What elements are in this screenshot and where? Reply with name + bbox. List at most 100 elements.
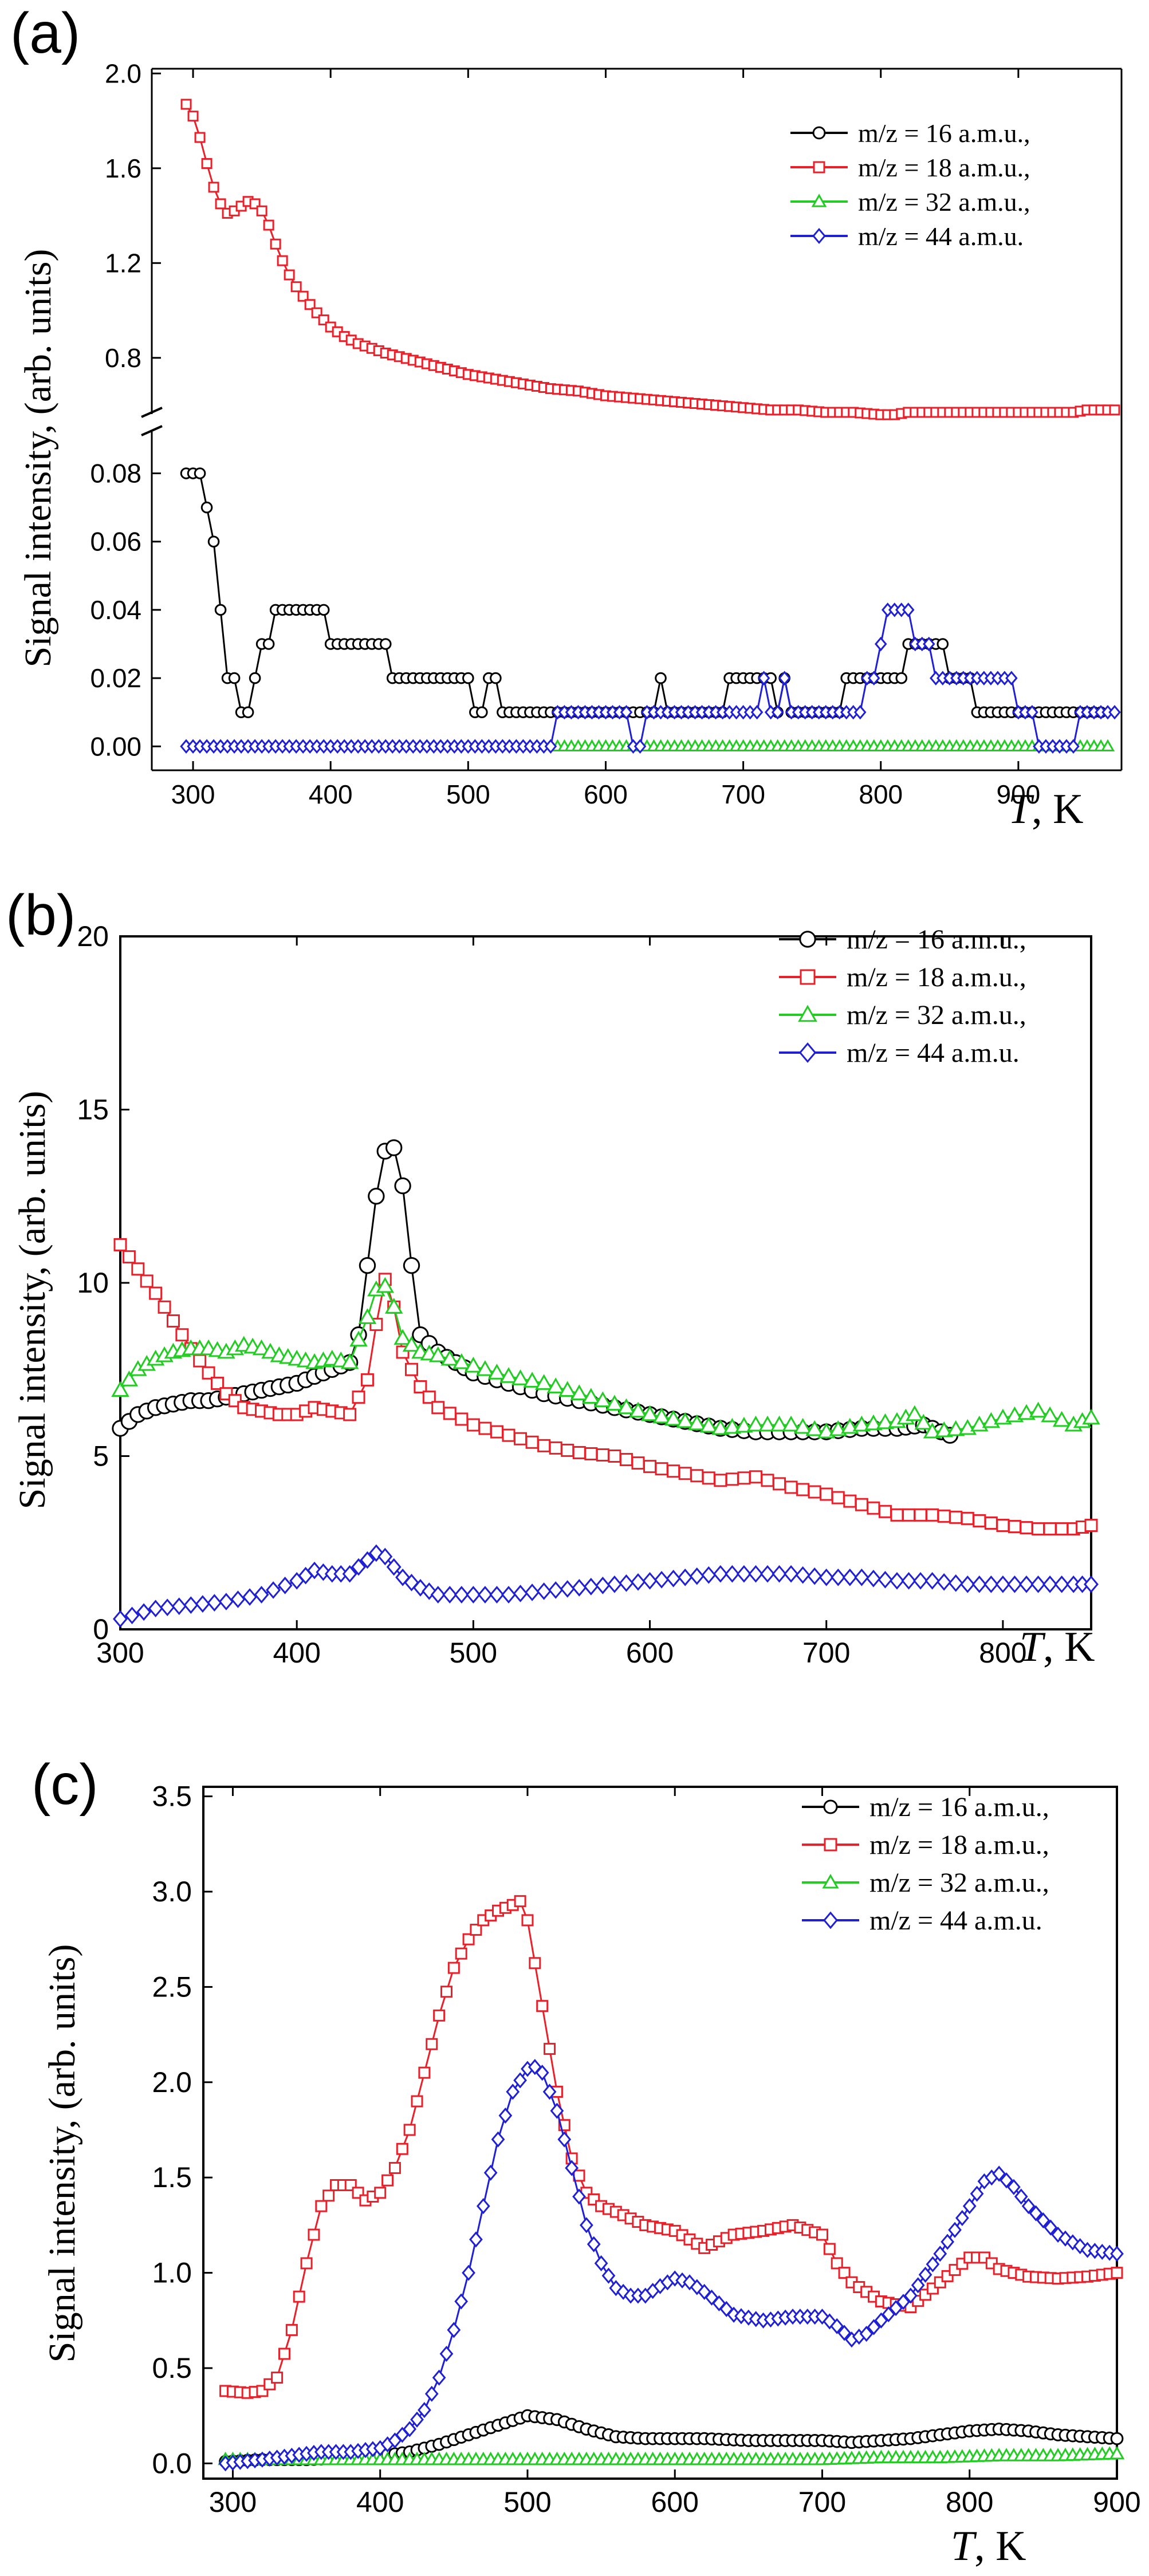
x-tick-label-b: 600 bbox=[626, 1637, 674, 1669]
data-point-b-0 bbox=[403, 1257, 420, 1274]
legend-label-c: m/z = 16 a.m.u., bbox=[869, 1792, 1049, 1822]
panel-label-c: (c) bbox=[32, 1752, 99, 1817]
data-point-b-1 bbox=[202, 1366, 215, 1380]
data-point-a-3 bbox=[1067, 739, 1080, 754]
data-point-b-1 bbox=[820, 1487, 833, 1501]
x-tick-label-a: 500 bbox=[446, 779, 490, 809]
x-tick-label-a: 800 bbox=[859, 779, 903, 809]
data-point-c-1 bbox=[426, 2038, 438, 2050]
data-point-c-3 bbox=[1014, 2188, 1028, 2205]
legend-marker-a bbox=[811, 194, 827, 207]
data-point-b-1 bbox=[490, 1425, 503, 1439]
data-point-b-2 bbox=[687, 1414, 706, 1431]
y-tick-label-c: 2.5 bbox=[152, 1971, 192, 2003]
data-point-a-0 bbox=[379, 638, 392, 650]
data-point-b-3 bbox=[890, 1571, 904, 1590]
data-point-c-3 bbox=[418, 2402, 431, 2419]
data-point-b-3 bbox=[713, 1565, 728, 1583]
data-point-b-3 bbox=[160, 1598, 175, 1617]
data-point-b-2 bbox=[340, 1353, 359, 1369]
data-point-b-1 bbox=[855, 1498, 868, 1511]
data-point-b-1 bbox=[525, 1435, 539, 1449]
data-point-a-0 bbox=[462, 672, 474, 684]
data-point-a-0 bbox=[249, 672, 261, 684]
data-point-b-2 bbox=[111, 1381, 129, 1397]
data-point-b-3 bbox=[1084, 1575, 1099, 1593]
x-tick-label-b: 500 bbox=[450, 1637, 497, 1669]
x-axis-label-a: T, K bbox=[1008, 786, 1084, 833]
data-point-c-3 bbox=[498, 2108, 513, 2124]
y-tick-label-a: 0.02 bbox=[90, 663, 141, 693]
data-point-c-3 bbox=[948, 2221, 962, 2238]
series-line-a-1 bbox=[185, 104, 1115, 416]
data-point-b-2 bbox=[664, 1409, 683, 1426]
data-point-a-0 bbox=[490, 672, 502, 684]
data-point-b-3 bbox=[195, 1595, 210, 1613]
data-point-b-2 bbox=[629, 1401, 647, 1418]
data-point-b-2 bbox=[735, 1416, 753, 1433]
data-point-b-3 bbox=[254, 1586, 269, 1604]
data-point-b-1 bbox=[631, 1456, 645, 1470]
data-point-c-3 bbox=[403, 2421, 417, 2437]
data-point-b-2 bbox=[617, 1398, 636, 1415]
data-point-b-2 bbox=[384, 1298, 403, 1314]
data-point-a-1 bbox=[201, 158, 213, 170]
y-axis-label-c: Signal intensity, (arb. units) bbox=[41, 1944, 83, 2363]
data-point-b-3 bbox=[342, 1565, 357, 1583]
data-point-b-2 bbox=[1017, 1404, 1036, 1420]
data-point-b-3 bbox=[784, 1565, 799, 1583]
data-point-b-3 bbox=[819, 1568, 834, 1586]
data-point-b-3 bbox=[760, 1565, 775, 1583]
y-tick-label-b: 5 bbox=[93, 1440, 109, 1472]
data-point-b-3 bbox=[595, 1577, 611, 1594]
data-point-a-1 bbox=[290, 281, 302, 293]
data-point-c-1 bbox=[411, 2095, 423, 2108]
data-point-b-3 bbox=[442, 1586, 458, 1604]
data-point-b-2 bbox=[570, 1384, 589, 1400]
data-point-b-3 bbox=[842, 1568, 857, 1586]
legend-marker-a bbox=[812, 227, 826, 245]
data-point-b-3 bbox=[654, 1570, 670, 1589]
x-axis-label-b: T, K bbox=[1020, 1624, 1095, 1671]
data-point-c-1 bbox=[418, 2066, 431, 2079]
data-point-b-2 bbox=[864, 1414, 883, 1431]
data-point-b-1 bbox=[502, 1428, 516, 1442]
data-point-b-1 bbox=[211, 1376, 224, 1390]
legend-marker-b bbox=[800, 969, 816, 985]
data-point-b-2 bbox=[817, 1422, 836, 1439]
data-point-c-3 bbox=[447, 2322, 461, 2338]
data-point-c-1 bbox=[381, 2174, 394, 2187]
data-point-b-3 bbox=[948, 1574, 963, 1592]
data-point-a-3 bbox=[757, 671, 770, 686]
data-point-a-1 bbox=[304, 299, 316, 310]
data-point-b-3 bbox=[377, 1547, 393, 1566]
data-point-b-1 bbox=[937, 1509, 951, 1523]
data-point-a-1 bbox=[208, 182, 219, 193]
data-point-c-3 bbox=[690, 2279, 704, 2295]
data-point-a-3 bbox=[1026, 704, 1038, 720]
legend-marker-c bbox=[823, 1911, 838, 1929]
data-point-c-3 bbox=[933, 2246, 947, 2262]
data-point-b-1 bbox=[414, 1380, 427, 1393]
data-point-b-1 bbox=[831, 1491, 845, 1504]
data-point-b-3 bbox=[901, 1571, 916, 1590]
data-point-b-1 bbox=[702, 1471, 715, 1485]
data-point-b-1 bbox=[343, 1408, 357, 1421]
data-point-c-3 bbox=[896, 2294, 910, 2310]
data-point-b-1 bbox=[572, 1445, 586, 1459]
x-tick-label-b: 400 bbox=[273, 1637, 320, 1669]
y-tick-label-c: 0.5 bbox=[152, 2352, 192, 2384]
data-point-c-1 bbox=[514, 1895, 526, 1908]
data-point-b-2 bbox=[593, 1391, 612, 1408]
data-point-c-1 bbox=[529, 1957, 541, 1970]
data-point-b-3 bbox=[865, 1569, 881, 1588]
data-point-a-2 bbox=[1100, 739, 1115, 751]
data-point-b-3 bbox=[360, 1551, 375, 1569]
data-point-b-2 bbox=[1052, 1411, 1071, 1427]
data-point-a-3 bbox=[778, 671, 791, 686]
data-point-b-2 bbox=[652, 1407, 671, 1424]
data-point-a-1 bbox=[284, 269, 295, 281]
axis-break-mark bbox=[141, 407, 163, 418]
data-point-c-3 bbox=[1007, 2179, 1021, 2195]
